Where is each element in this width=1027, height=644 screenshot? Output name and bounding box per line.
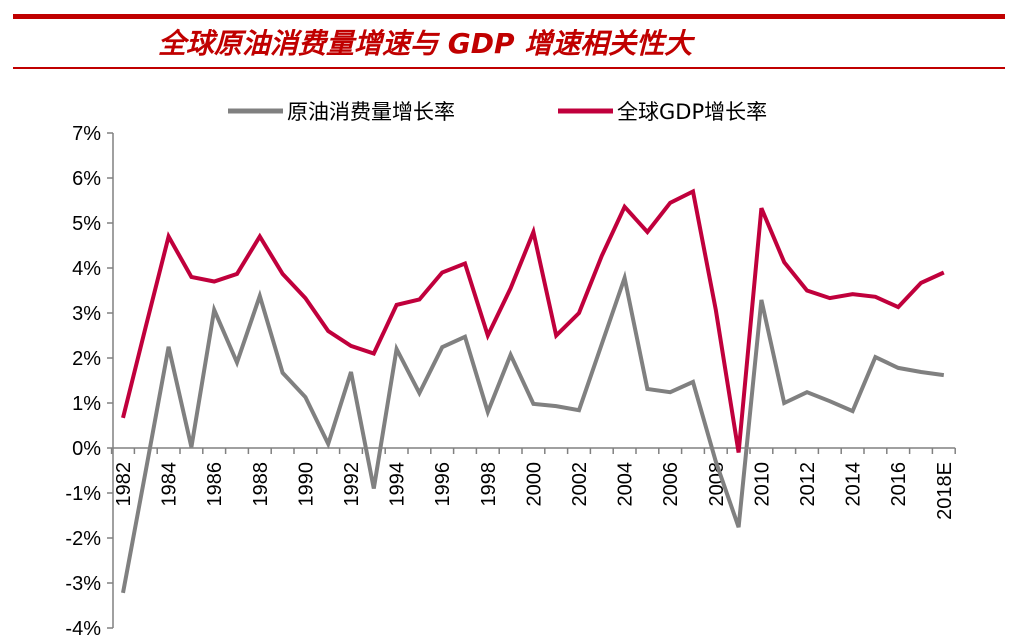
y-tick-label: 5% [72, 213, 101, 235]
y-tick-label: -4% [65, 618, 101, 640]
y-tick-label: 6% [72, 168, 101, 190]
x-tick-label: 2008 [706, 462, 728, 507]
x-tick-label: 2018E [934, 462, 956, 520]
y-tick-label: 7% [72, 123, 101, 145]
legend-label-oil: 原油消费量增长率 [287, 100, 455, 124]
y-tick-label: 4% [72, 258, 101, 280]
top-rule [13, 14, 1005, 19]
series-line-0 [121, 270, 945, 594]
series-line-1 [121, 188, 945, 453]
y-tick-label: -3% [65, 573, 101, 595]
x-tick-label: 1982 [113, 462, 135, 507]
y-tick-label: 1% [72, 393, 101, 415]
legend-label-gdp: 全球GDP增长率 [617, 100, 767, 124]
x-tick-label: 2004 [615, 462, 637, 507]
x-tick-label: 2012 [797, 462, 819, 507]
x-tick-label: 1986 [204, 462, 226, 507]
title-underline [13, 67, 1005, 69]
x-tick-label: 2010 [751, 462, 773, 507]
y-tick-label: -2% [65, 528, 101, 550]
legend: 原油消费量增长率 全球GDP增长率 [228, 100, 767, 124]
x-tick-label: 2002 [569, 462, 591, 507]
x-tick-label: 2000 [523, 462, 545, 507]
x-tick-label: 2006 [660, 462, 682, 507]
x-tick-label: 1994 [387, 462, 409, 507]
page-title: 全球原油消费量增速与 GDP 增速相关性大 [158, 27, 693, 60]
x-tick-label: 2014 [843, 462, 865, 507]
x-tick-label: 1990 [295, 462, 317, 507]
x-tick-label: 1984 [159, 462, 181, 507]
y-tick-label: 2% [72, 348, 101, 370]
y-tick-label: 3% [72, 303, 101, 325]
x-tick-label: 2016 [888, 462, 910, 507]
y-tick-label: 0% [72, 438, 101, 460]
x-tick-label: 1988 [250, 462, 272, 507]
x-tick-label: 1992 [341, 462, 363, 507]
x-tick-label: 1998 [478, 462, 500, 507]
x-tick-label: 1996 [432, 462, 454, 507]
y-tick-label: -1% [65, 483, 101, 505]
